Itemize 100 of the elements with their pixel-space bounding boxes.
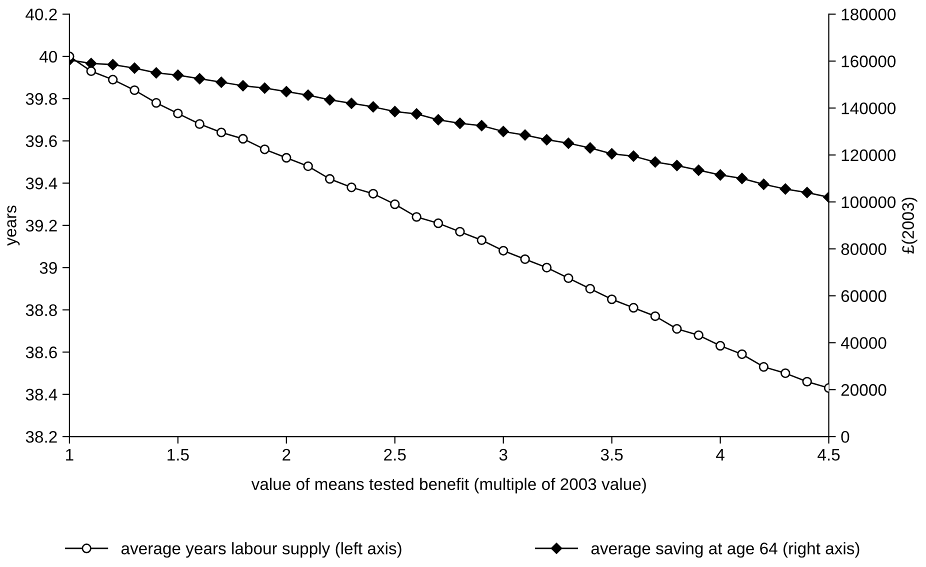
y2-tick-label: 20000	[841, 384, 886, 396]
point	[412, 212, 422, 222]
point	[107, 59, 118, 70]
point	[564, 273, 574, 284]
point	[368, 101, 379, 112]
point	[194, 73, 206, 84]
point	[519, 129, 531, 141]
point	[584, 142, 596, 154]
point	[389, 106, 400, 118]
y-tick-label: 38.6	[26, 346, 57, 358]
y-tick-label: 38.8	[26, 304, 57, 316]
x-tick-label: 4	[716, 449, 724, 460]
point	[324, 174, 335, 184]
y-tick-label: 39	[40, 262, 57, 274]
point	[802, 376, 812, 387]
point	[672, 324, 682, 334]
point	[628, 150, 640, 162]
point	[714, 169, 726, 181]
y2-tick-label: 60000	[841, 290, 886, 302]
point	[368, 188, 378, 199]
point	[671, 160, 683, 172]
point	[758, 178, 770, 190]
point	[694, 330, 704, 340]
y2-tick-label: 100000	[842, 196, 896, 208]
point	[476, 235, 487, 246]
point	[758, 362, 769, 372]
point	[108, 74, 118, 85]
point	[130, 85, 140, 96]
point	[541, 134, 552, 146]
point	[302, 90, 314, 101]
y2-tick-label: 80000	[841, 243, 886, 256]
point	[455, 226, 465, 237]
point	[542, 262, 552, 272]
point	[692, 164, 704, 176]
point	[194, 119, 204, 129]
point	[390, 199, 400, 210]
y2-tick-label: 40000	[840, 337, 886, 349]
point	[520, 254, 530, 264]
point	[238, 134, 248, 144]
point	[650, 311, 660, 322]
point	[780, 368, 790, 378]
point	[628, 302, 638, 313]
point	[216, 76, 227, 88]
point	[801, 186, 813, 198]
y-tick-label: 39.4	[26, 178, 58, 190]
x-tick-label: 2.5	[384, 448, 406, 461]
point	[259, 82, 270, 94]
y-axis-title: years	[7, 206, 20, 246]
point	[282, 152, 292, 163]
y-tick-label: 38.4	[26, 388, 58, 401]
y2-tick-label: 160000	[842, 56, 896, 68]
point	[454, 118, 466, 129]
x-tick-label: 3	[499, 448, 508, 461]
point	[237, 80, 249, 92]
point	[172, 70, 184, 81]
point	[216, 128, 226, 138]
point	[650, 156, 661, 168]
point	[173, 108, 183, 118]
y2-tick-label: 180000	[842, 8, 896, 20]
point	[562, 138, 574, 149]
legend-label: average saving at age 64 (right axis)	[591, 542, 860, 558]
point	[780, 183, 791, 195]
point	[303, 161, 313, 172]
point	[498, 126, 509, 138]
point	[410, 108, 422, 120]
y-tick-label: 39.6	[26, 135, 57, 148]
point	[128, 62, 140, 74]
point	[736, 172, 748, 184]
point	[280, 86, 292, 98]
x-tick-label: 2	[282, 448, 290, 460]
y-tick-label: 38.2	[26, 430, 57, 443]
x-tick-label: 3.5	[600, 448, 623, 461]
point	[715, 340, 726, 351]
point	[476, 120, 488, 132]
x-tick-label: 1	[66, 449, 74, 460]
point	[585, 284, 595, 294]
point	[324, 94, 336, 106]
point	[433, 218, 444, 228]
point	[346, 182, 356, 192]
point	[606, 148, 618, 160]
legend-label: average years labour supply (left axis)	[121, 542, 402, 558]
y-tick-label: 39.8	[26, 93, 57, 105]
y2-tick-label: 140000	[842, 102, 896, 114]
point	[498, 246, 508, 256]
point	[86, 66, 96, 76]
x-axis-title: value of means tested benefit (multiple of 2003 value)	[251, 478, 646, 494]
y2-axis-title: £(2003)	[902, 198, 918, 254]
y2-tick-label: 0	[841, 430, 850, 443]
y-tick-label: 40	[39, 50, 57, 63]
point	[150, 67, 162, 78]
point	[151, 98, 162, 108]
point	[346, 98, 358, 109]
point	[260, 144, 270, 154]
point	[737, 349, 747, 360]
y-tick-label: 40.2	[26, 8, 57, 20]
x-tick-label: 1.5	[168, 449, 189, 461]
y2-tick-label: 120000	[842, 149, 896, 162]
point	[432, 114, 444, 126]
point	[606, 294, 617, 304]
x-tick-label: 4.5	[818, 449, 840, 461]
